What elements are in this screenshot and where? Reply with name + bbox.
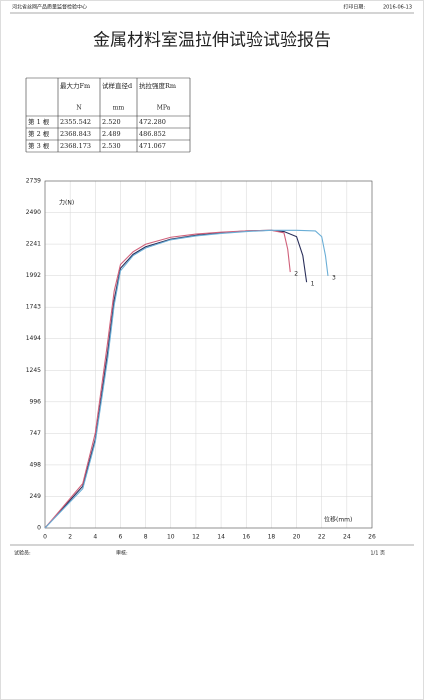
x-tick-label: 16	[242, 534, 250, 541]
y-tick-label: 996	[30, 398, 42, 405]
y-tick-label: 1743	[26, 304, 41, 311]
x-axis-label: 位移(mm)	[324, 516, 352, 524]
y-tick-label: 1494	[26, 335, 41, 342]
table-cell: 2368.843	[60, 130, 91, 138]
x-tick-label: 14	[217, 534, 225, 541]
page-number: 1/1 页	[370, 551, 385, 557]
table-cell: 472.280	[139, 118, 166, 126]
x-tick-label: 6	[119, 534, 123, 541]
y-tick-label: 747	[30, 430, 42, 437]
y-tick-label: 498	[30, 461, 42, 468]
y-tick-label: 1992	[26, 272, 41, 279]
x-tick-label: 12	[192, 534, 200, 541]
x-tick-label: 8	[144, 534, 148, 541]
table-cell: 2355.542	[60, 118, 91, 126]
table-cell: 2.489	[102, 130, 121, 138]
curve	[44, 229, 329, 529]
table-header: 试样直径d	[102, 81, 132, 90]
table-cell: 2368.173	[60, 142, 91, 150]
y-tick-label: 0	[37, 525, 41, 532]
y-axis-label: 力(N)	[59, 199, 74, 207]
title: 金属材料室温拉伸试验试验报告	[93, 31, 331, 51]
table-cell: 2.530	[102, 142, 121, 150]
x-tick-label: 22	[318, 534, 326, 541]
table-unit: MPa	[157, 105, 171, 112]
table-unit: N	[76, 105, 81, 112]
curve-label: 3	[332, 274, 336, 281]
y-tick-label: 2739	[26, 178, 41, 185]
curve	[44, 229, 291, 529]
reviewer: 审核:	[116, 550, 128, 557]
plot-frame	[44, 180, 373, 529]
table-cell: 第 3 根	[28, 141, 50, 150]
y-tick-label: 249	[30, 493, 42, 500]
x-tick-label: 2	[68, 534, 72, 541]
table-unit: mm	[113, 105, 125, 112]
curve-label: 1	[311, 281, 315, 288]
tester: 试验员:	[14, 550, 31, 557]
y-tick-label: 1245	[26, 367, 41, 374]
table-cell: 471.067	[139, 142, 166, 150]
x-tick-label: 4	[93, 534, 97, 541]
x-tick-label: 18	[268, 534, 276, 541]
x-tick-label: 26	[368, 534, 376, 541]
org: 河北省丝网产品质量监督检验中心	[12, 4, 87, 11]
curve-label: 2	[294, 271, 298, 278]
table-header: 最大力Fm	[60, 81, 90, 90]
y-tick-label: 2241	[26, 241, 41, 248]
print-date: 2016-06-13	[383, 5, 412, 11]
x-tick-label: 0	[43, 534, 47, 541]
curve	[44, 229, 308, 529]
x-tick-label: 20	[293, 534, 301, 541]
table-header: 抗拉强度Rm	[139, 81, 176, 90]
table-cell: 第 1 根	[28, 117, 50, 126]
table-cell: 486.852	[139, 130, 166, 138]
table-cell: 2.520	[102, 118, 121, 126]
print-label: 打印日期:	[343, 4, 365, 11]
y-tick-label: 2490	[26, 209, 41, 216]
x-tick-label: 10	[167, 534, 175, 541]
x-tick-label: 24	[343, 534, 351, 541]
table-cell: 第 2 根	[28, 129, 50, 138]
